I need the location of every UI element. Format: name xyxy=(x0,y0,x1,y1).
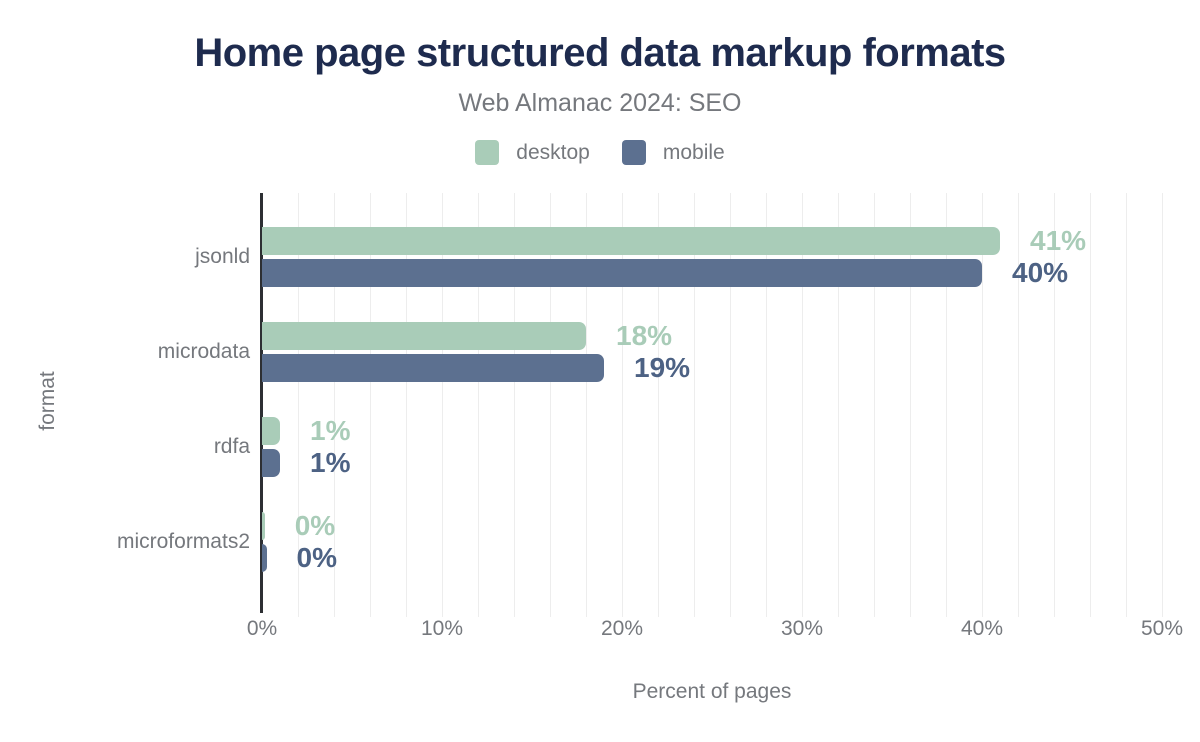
gridline xyxy=(1090,193,1091,617)
y-axis-title: format xyxy=(36,371,59,431)
gridline xyxy=(838,193,839,617)
bar-mobile-microformats2 xyxy=(262,544,267,572)
gridline xyxy=(334,193,335,617)
legend-item-mobile: mobile xyxy=(621,140,725,165)
bar-desktop-microdata xyxy=(262,322,586,350)
value-label-mobile-microdata: 19% xyxy=(634,352,691,383)
bar-group-microformats2: microformats2 0% 0% xyxy=(117,510,1162,573)
bar-desktop-microformats2 xyxy=(262,512,265,540)
bar-group-microdata: microdata 18% 19% xyxy=(158,320,1162,383)
gridline xyxy=(442,193,443,617)
gridline xyxy=(514,193,515,617)
value-label-desktop-microdata: 18% xyxy=(616,320,673,351)
gridline xyxy=(1126,193,1127,617)
category-label-rdfa: rdfa xyxy=(213,435,250,458)
legend-item-desktop: desktop xyxy=(475,140,590,165)
chart-subtitle: Web Almanac 2024: SEO xyxy=(458,89,742,117)
legend-swatch-desktop xyxy=(475,140,500,165)
gridline xyxy=(586,193,587,617)
x-tick-0%: 0% xyxy=(246,617,278,640)
bar-mobile-microdata xyxy=(262,354,604,382)
gridline xyxy=(1054,193,1055,617)
gridline xyxy=(1018,193,1019,617)
bar-mobile-jsonld xyxy=(262,259,982,287)
gridline xyxy=(622,193,623,617)
plot-area: jsonld 41% 40% microdata 18% 19% rdfa 1% 1% micro… xyxy=(117,193,1163,617)
gridline xyxy=(874,193,875,617)
gridline xyxy=(1162,193,1163,617)
gridline xyxy=(946,193,947,617)
bar-group-jsonld: jsonld 41% 40% xyxy=(195,225,1162,288)
gridline xyxy=(478,193,479,617)
gridline xyxy=(298,193,299,617)
bar-desktop-rdfa xyxy=(262,417,280,445)
legend-swatch-mobile xyxy=(621,140,646,165)
gridline xyxy=(550,193,551,617)
gridline xyxy=(406,193,407,617)
gridline xyxy=(370,193,371,617)
gridline xyxy=(730,193,731,617)
value-label-desktop-jsonld: 41% xyxy=(1030,225,1087,256)
category-label-jsonld: jsonld xyxy=(195,245,250,268)
legend-label-mobile: mobile xyxy=(662,140,725,164)
legend-label-desktop: desktop xyxy=(516,140,590,164)
value-label-desktop-rdfa: 1% xyxy=(310,415,351,446)
x-axis-ticks: 0% 10% 20% 30% 40% 50% xyxy=(247,617,1183,645)
legend: desktop mobile xyxy=(0,140,1200,165)
y-axis-line xyxy=(260,193,263,613)
gridline xyxy=(982,193,983,617)
value-label-mobile-jsonld: 40% xyxy=(1012,257,1069,288)
x-axis-title: Percent of pages xyxy=(632,680,792,703)
x-tick-20%: 20% xyxy=(600,617,644,640)
x-tick-10%: 10% xyxy=(420,617,464,640)
gridline xyxy=(766,193,767,617)
gridline xyxy=(802,193,803,617)
gridline xyxy=(658,193,659,617)
bar-group-rdfa: rdfa 1% 1% xyxy=(214,415,1162,478)
value-label-desktop-microformats2: 0% xyxy=(294,510,336,541)
category-label-microdata: microdata xyxy=(157,340,250,363)
x-tick-50%: 50% xyxy=(1140,617,1184,640)
value-label-mobile-rdfa: 1% xyxy=(310,447,351,478)
gridline xyxy=(910,193,911,617)
gridline xyxy=(694,193,695,617)
bar-mobile-rdfa xyxy=(262,449,280,477)
x-tick-40%: 40% xyxy=(960,617,1004,640)
category-label-microformats2: microformats2 xyxy=(116,530,250,553)
x-tick-30%: 30% xyxy=(780,617,824,640)
bar-groups: jsonld 41% 40% microdata 18% 19% rdfa 1% 1% micro… xyxy=(117,193,1162,609)
chart-title: Home page structured data markup formats xyxy=(194,31,1006,75)
bar-desktop-jsonld xyxy=(262,227,1000,255)
value-label-mobile-microformats2: 0% xyxy=(296,542,337,573)
